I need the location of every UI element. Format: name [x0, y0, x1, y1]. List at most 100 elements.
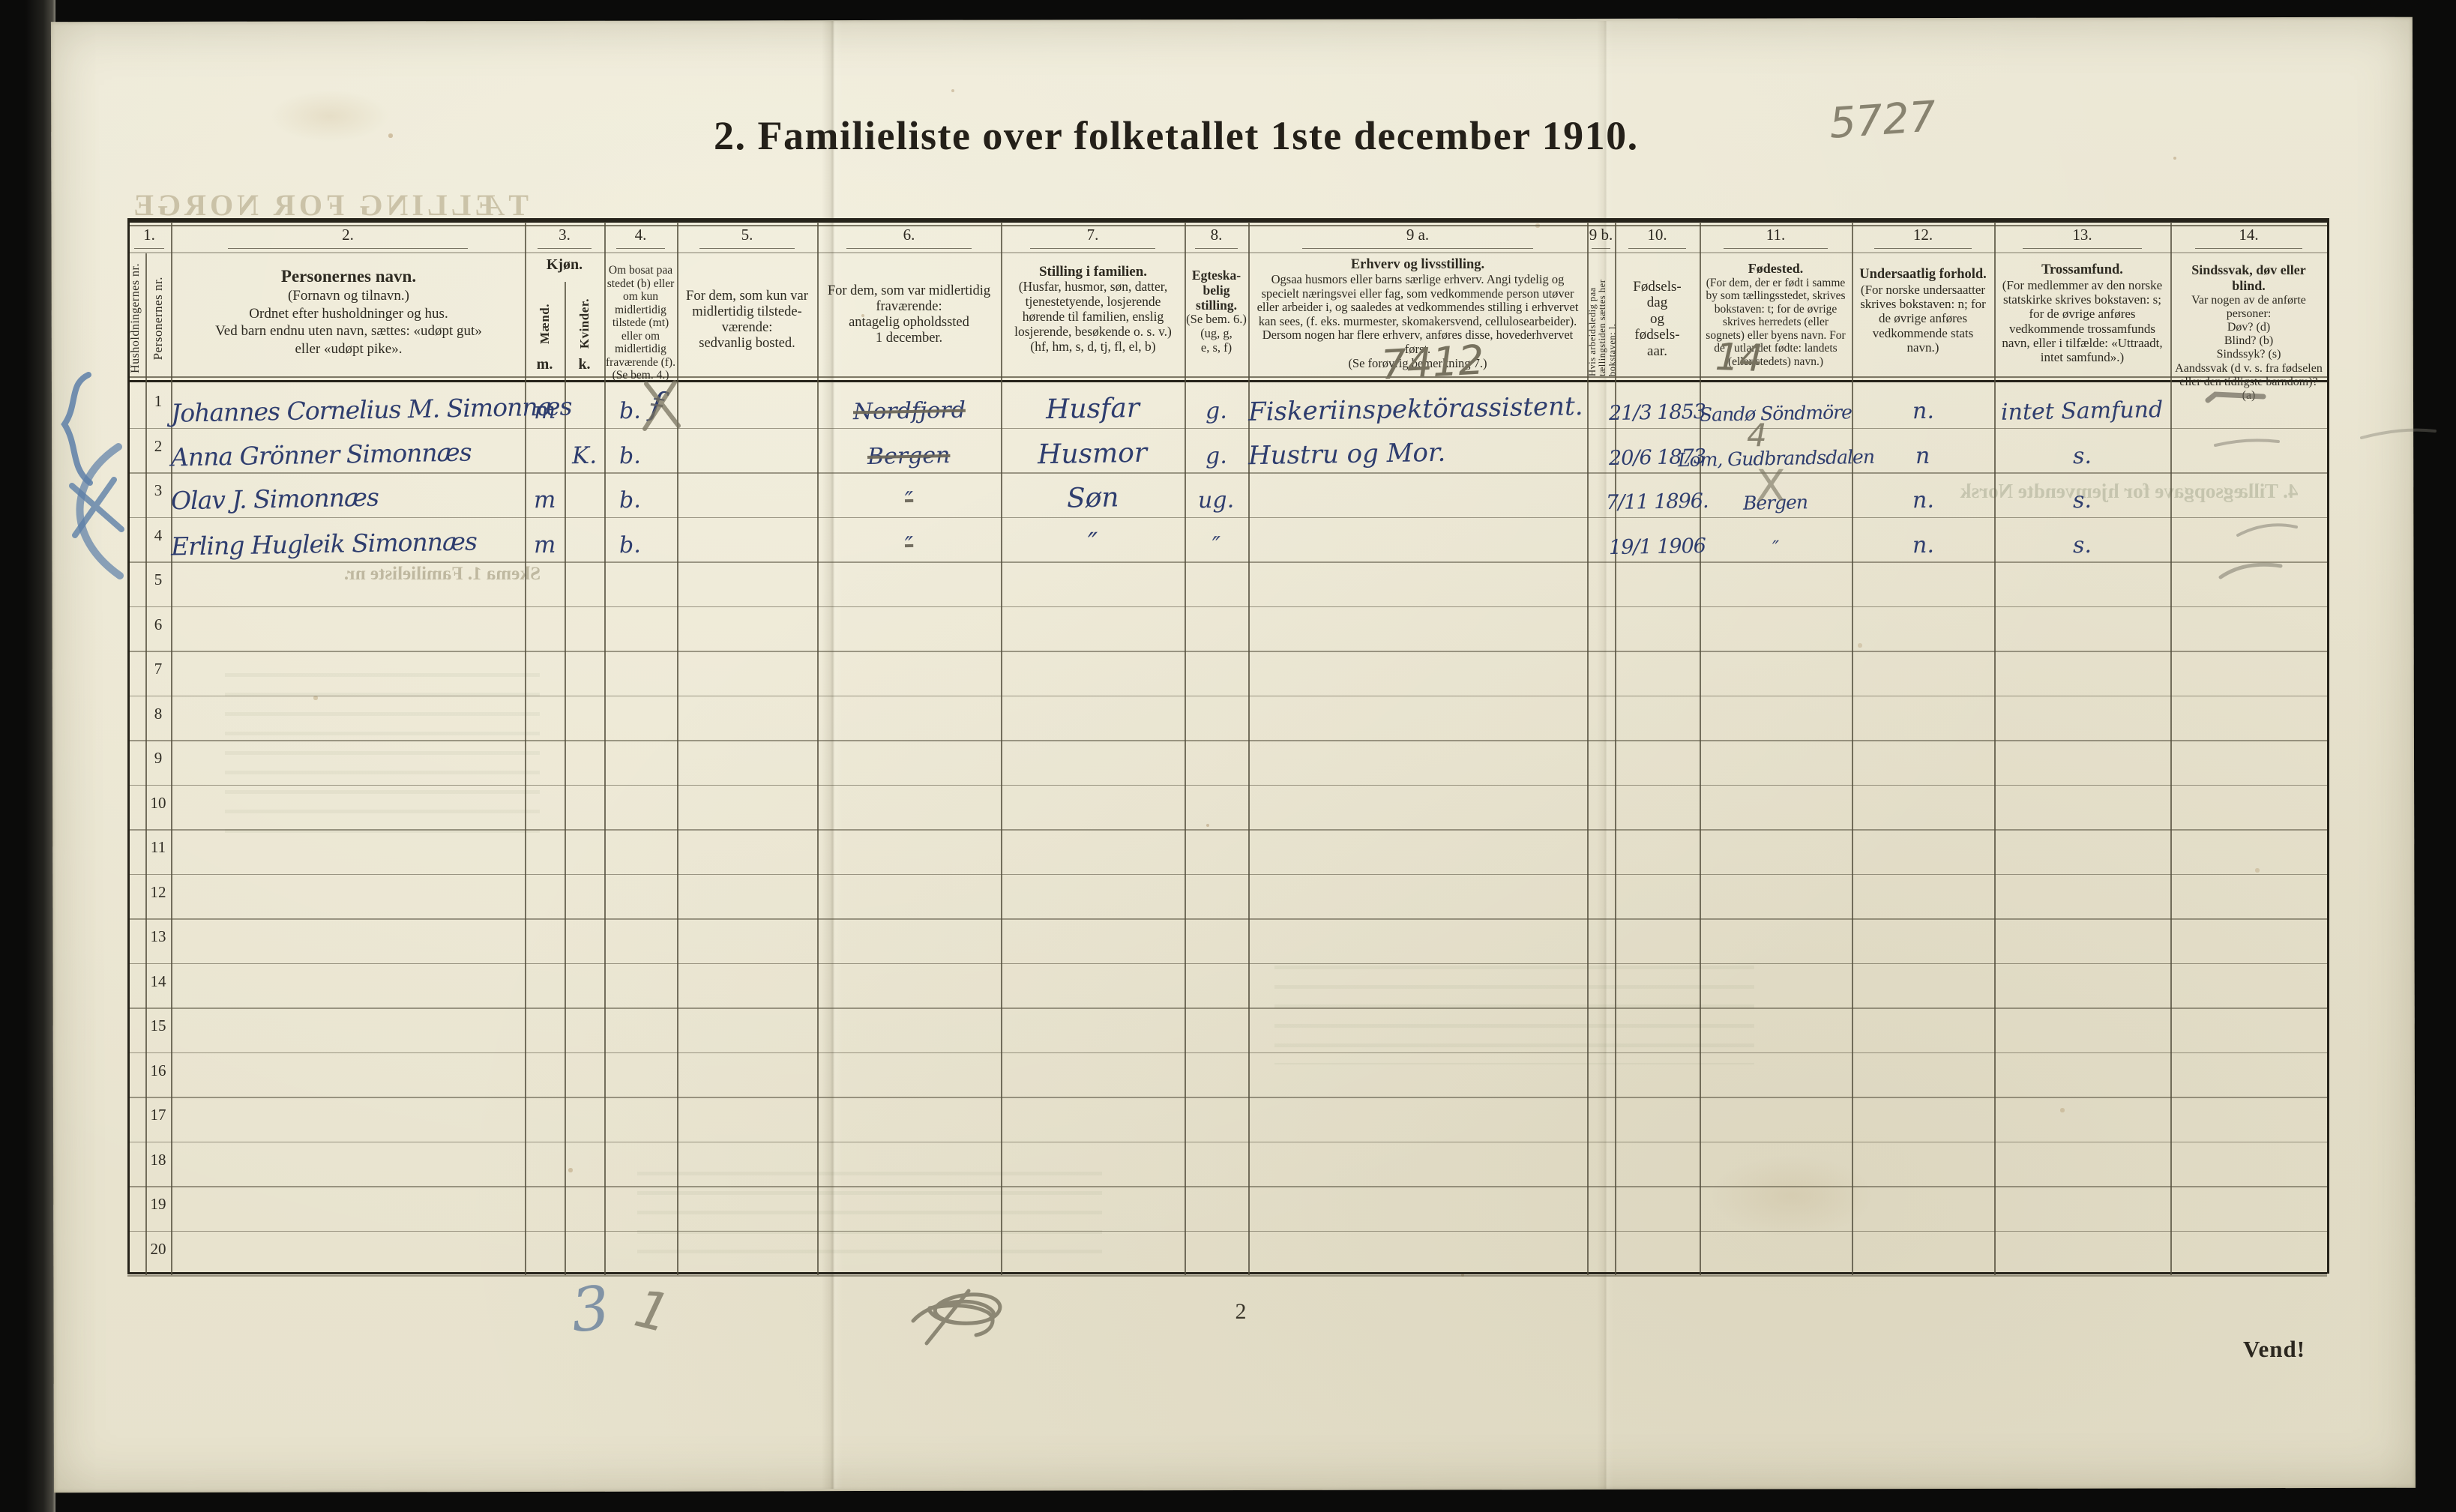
col-number: 4. — [604, 226, 677, 250]
grid-line — [127, 1052, 2327, 1053]
col-number: 9 a. — [1248, 226, 1587, 250]
row-number: 13 — [150, 927, 166, 945]
grid-line — [677, 222, 678, 1275]
header-title: Sindssvak, døv eller blind. — [2191, 262, 2306, 294]
header-marital: Egteska­belig stilling. (Se bem. 6.) (ug… — [1185, 268, 1247, 355]
paper-specks — [0, 0, 1, 1]
grid-line — [127, 225, 2327, 226]
grid-line — [127, 252, 2327, 253]
row-number: 1 — [154, 392, 163, 410]
turn-page-note: Vend! — [2243, 1336, 2306, 1362]
grid-line — [171, 222, 172, 1275]
pencil-x-mark: X — [1756, 460, 1786, 511]
grid-line — [127, 1272, 2327, 1274]
grid-line — [127, 829, 2327, 831]
col-number: 14. — [2170, 226, 2327, 250]
grid-line — [145, 253, 147, 1275]
header-religion: Trossamfund. (For medlemmer av den norsk… — [1999, 262, 2166, 364]
row-number: 6 — [154, 615, 163, 633]
grid-line — [127, 1097, 2327, 1098]
grid-line — [1587, 222, 1589, 1275]
page-title: 2. Familieliste over folketallet 1ste de… — [714, 113, 1639, 158]
row-number: 3 — [154, 481, 163, 499]
header-text: (Se bem. 6.) (ug, g, e, s, f) — [1186, 312, 1247, 355]
grid-line — [127, 218, 2327, 223]
col-number: 9 b. — [1587, 226, 1615, 250]
header-text: (For norske under­saatter skrives boksta… — [1860, 282, 1986, 355]
grid-line — [127, 516, 2327, 518]
grid-line — [1700, 222, 1701, 1275]
header-away-location: For dem, som var midlertidig fraværende:… — [827, 283, 991, 346]
header-title: Erhverv og livsstilling. — [1350, 257, 1485, 272]
grid-line — [127, 873, 2327, 875]
header-title: Stilling i familien. — [1038, 264, 1148, 280]
col-number: 2. — [171, 226, 525, 250]
grid-line — [127, 1008, 2327, 1009]
col-number: 1. — [127, 226, 171, 250]
grid-line — [1852, 222, 1853, 1275]
header-label: Kvinder. — [577, 298, 592, 349]
header-occupation: Erhverv og livsstilling. Ogsaa husmors e… — [1255, 257, 1580, 370]
header-unemployed: Hvis arbeidsledig paa tællingstiden sætt… — [1586, 255, 1617, 376]
header-sex-female: Kvinder. — [565, 286, 604, 361]
grid-line — [1001, 222, 1002, 1275]
header-title: Egteska­belig stilling. — [1191, 268, 1241, 313]
grid-line — [127, 784, 2327, 786]
grid-line — [2327, 218, 2329, 1274]
pencil-serial-number: 5727 — [1827, 92, 1938, 148]
header-birthplace: Fødested. (For dem, der er født i samme … — [1703, 261, 1848, 368]
row-number: 18 — [150, 1150, 166, 1169]
header-text: (For medlemmer av den norske statskirke … — [2002, 277, 2163, 364]
grid-line — [127, 651, 2327, 652]
col-number: 5. — [677, 226, 817, 250]
row-number: 7 — [154, 660, 163, 678]
pencil-birthplace-code: 14 — [1715, 334, 1764, 381]
header-label: Hvis arbeidsledig paa tællingstiden sætt… — [1586, 279, 1617, 376]
grid-line — [127, 376, 2327, 378]
header-text: (Fornavn og tilnavn.) Ordnet efter husho… — [215, 287, 482, 358]
pencil-occupation-code: 7412 — [1379, 336, 1485, 389]
header-sex-m-abbr: m. — [536, 356, 553, 373]
grid-line — [127, 918, 2327, 920]
row-number: 19 — [150, 1195, 166, 1213]
grid-line — [604, 222, 606, 1275]
header-text: Var nogen av de anførte personer: Døv? (… — [2175, 294, 2323, 402]
row-number: 8 — [154, 704, 163, 723]
header-title: Fødested. — [1748, 261, 1804, 276]
col-number: 7. — [1001, 226, 1185, 250]
grid-line — [127, 427, 2327, 429]
grid-line — [2170, 222, 2172, 1275]
header-text: (Husfar, husmor, søn, datter, tjenestety… — [1014, 279, 1172, 354]
header-usual-residence: For dem, som kun var midlertidig tilsted… — [686, 289, 808, 351]
header-sex: Kjøn. — [546, 256, 583, 273]
grid-line — [127, 472, 2327, 474]
header-resident: Om bosat paa stedet (b) eller om kun mid… — [606, 264, 675, 382]
header-sex-male: Mænd. — [525, 289, 565, 358]
pencil-tally-count: 3 — [568, 1272, 613, 1346]
header-birth-date: Fødsels- dag og fødsels- aar. — [1633, 279, 1682, 359]
grid-line — [127, 963, 2327, 964]
row-number: 2 — [154, 436, 163, 455]
row-number: 9 — [154, 749, 163, 767]
header-text: (For dem, der er født i samme by som tæl… — [1706, 276, 1846, 368]
row-number: 17 — [150, 1106, 166, 1124]
grid-line — [1185, 222, 1186, 1275]
pencil-birthplace-row2-code: 4 — [1747, 417, 1767, 454]
header-title: Trossamfund. — [2041, 262, 2123, 277]
header-household-no: Husholdningernes nr. — [126, 255, 145, 381]
grid-line — [127, 606, 2327, 607]
header-health: Sindssvak, døv eller blind. Var nogen av… — [2174, 262, 2323, 403]
col-number: 11. — [1700, 226, 1852, 250]
header-title: Personernes navn. — [280, 267, 417, 286]
grid-line — [127, 1186, 2327, 1187]
row-number: 15 — [150, 1016, 166, 1034]
row-number: 5 — [154, 570, 163, 588]
col-number: 3. — [525, 226, 604, 250]
col-number: 8. — [1185, 226, 1248, 250]
grid-line — [1615, 222, 1616, 1275]
col-number: 10. — [1615, 226, 1700, 250]
header-sex-k-abbr: k. — [578, 356, 591, 373]
header-person-no: Personernes nr. — [145, 259, 171, 379]
grid-line — [525, 222, 526, 1275]
